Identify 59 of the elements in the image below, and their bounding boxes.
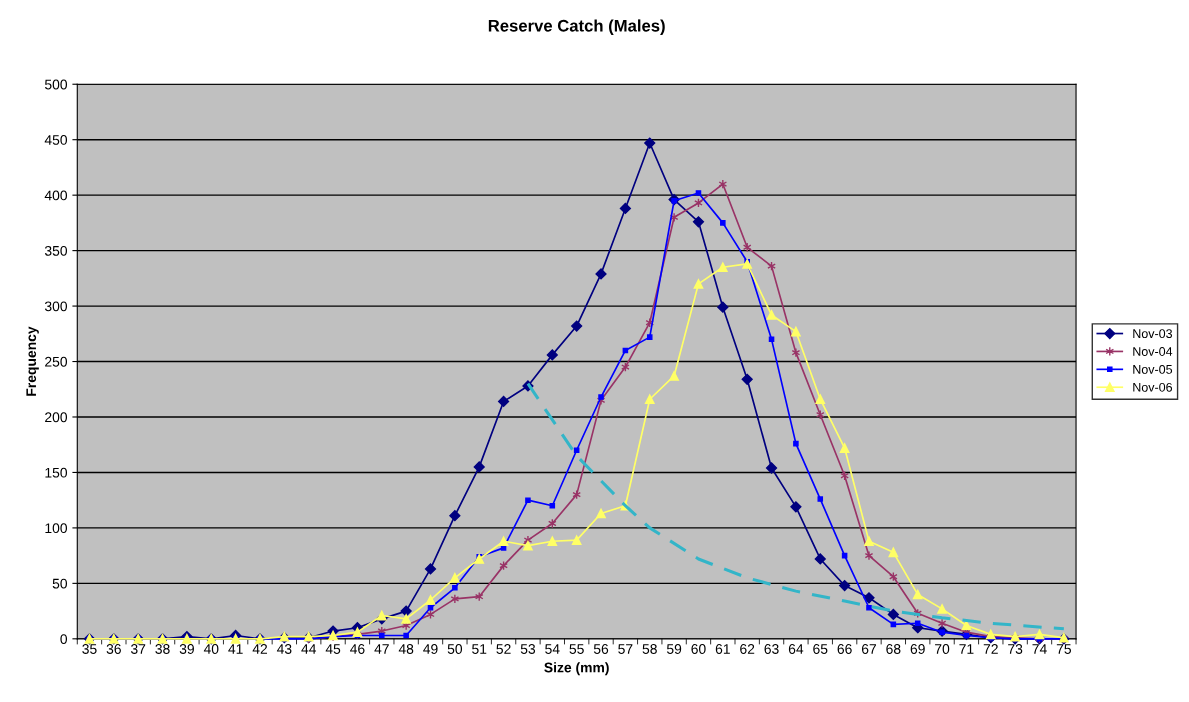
x-tick-label: 69 [910,644,925,654]
x-tick-label: 41 [228,644,243,654]
y-tick-label: 50 [52,578,68,589]
x-tick-label: 52 [496,644,511,654]
y-tick-label: 450 [44,135,68,145]
x-axis-title: Size (mm) [544,662,609,676]
x-tick-label: 70 [935,644,950,654]
x-tick-label: 38 [155,644,170,654]
y-axis-title: Frequency [26,326,39,396]
x-tick-label: 67 [861,644,877,654]
x-tick-label: 56 [593,644,609,654]
x-tick-label: 54 [545,644,560,654]
y-tick-label: 100 [45,523,68,534]
x-tick-label: 59 [666,644,682,654]
x-tick-label: 45 [325,644,341,654]
y-tick-label: 400 [44,190,68,201]
x-tick-label: 43 [276,644,292,654]
x-tick-label: 37 [130,644,146,654]
y-tick-label: 0 [60,634,68,644]
x-tick-label: 42 [252,644,268,654]
legend-label: Nov-05 [1133,364,1173,374]
chart-title: Reserve Catch (Males) [488,19,665,35]
x-tick-label: 53 [520,644,536,654]
legend-label: Nov-03 [1133,329,1173,339]
x-tick-label: 57 [618,644,633,654]
legend-label: Nov-04 [1133,347,1173,356]
x-tick-label: 62 [740,644,755,654]
y-tick-label: 150 [45,467,68,478]
x-tick-label: 55 [569,644,584,654]
x-tick-label: 72 [983,644,998,654]
x-tick-label: 48 [398,644,414,654]
x-tick-label: 75 [1056,644,1072,654]
x-tick-label: 68 [886,644,901,654]
x-tick-label: 73 [1008,644,1023,654]
x-tick-label: 46 [350,644,365,654]
x-tick-label: 61 [715,644,730,654]
x-tick-label: 44 [301,644,317,654]
x-tick-label: 50 [447,644,463,654]
x-tick-label: 51 [472,644,487,654]
y-tick-label: 500 [44,79,68,90]
x-tick-label: 63 [764,644,779,654]
x-tick-label: 66 [837,644,852,654]
x-tick-label: 49 [423,644,438,654]
x-tick-label: 64 [788,644,804,654]
y-tick-label: 250 [45,356,68,367]
x-tick-label: 60 [691,644,706,654]
y-tick-label: 300 [44,301,68,312]
y-tick-label: 200 [45,412,68,423]
x-tick-label: 40 [203,644,219,654]
x-tick-label: 39 [179,644,194,654]
x-tick-label: 47 [374,644,389,654]
y-tick-label: 350 [44,245,68,256]
x-tick-label: 35 [82,644,97,654]
x-tick-label: 65 [813,644,828,654]
x-tick-label: 58 [642,644,657,654]
x-tick-label: 36 [106,644,121,654]
x-tick-label: 71 [959,644,974,654]
x-tick-label: 74 [1032,644,1047,654]
legend-label: Nov-06 [1133,382,1173,392]
